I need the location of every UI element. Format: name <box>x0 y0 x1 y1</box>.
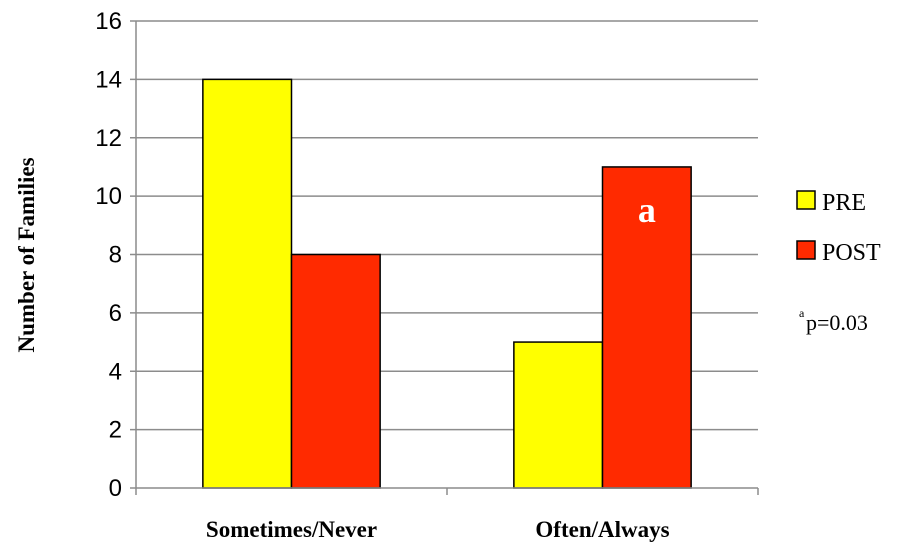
bars <box>202 78 692 489</box>
legend-swatch-pre <box>796 190 816 210</box>
y-tick-label: 4 <box>109 358 122 385</box>
x-category-label: Sometimes/Never <box>206 517 377 542</box>
bar-pre-0 <box>202 78 293 489</box>
y-tick-label: 2 <box>109 417 122 444</box>
y-tick-label: 16 <box>95 8 122 35</box>
y-tick-label: 6 <box>109 300 122 327</box>
bar-post-0 <box>290 253 381 489</box>
bar-annotation: a <box>638 190 656 230</box>
bar-post-1 <box>601 166 692 489</box>
y-tick-label: 8 <box>109 242 122 269</box>
footnote-superscript: a <box>799 306 805 320</box>
legend-label-post: POST <box>822 240 881 266</box>
footnote: a p=0.03 <box>799 306 868 335</box>
footnote-text: p=0.03 <box>806 310 868 335</box>
y-axis-label: Number of Families <box>14 157 39 352</box>
axes <box>135 21 759 495</box>
x-category-labels: Sometimes/Never Often/Always <box>206 517 670 542</box>
y-tick-label: 12 <box>95 125 122 152</box>
legend-swatch-post <box>796 240 816 260</box>
y-tick-labels: 0 2 4 6 8 10 12 14 16 <box>95 8 122 502</box>
legend-label-pre: PRE <box>822 190 866 216</box>
bar-pre-1 <box>513 341 604 489</box>
bar-annotations: a <box>638 190 656 230</box>
legend: PRE POST <box>796 190 881 266</box>
y-tick-label: 14 <box>95 66 122 93</box>
y-tick-label: 10 <box>95 183 122 210</box>
y-tick-label: 0 <box>109 475 122 502</box>
x-category-label: Often/Always <box>535 517 669 542</box>
